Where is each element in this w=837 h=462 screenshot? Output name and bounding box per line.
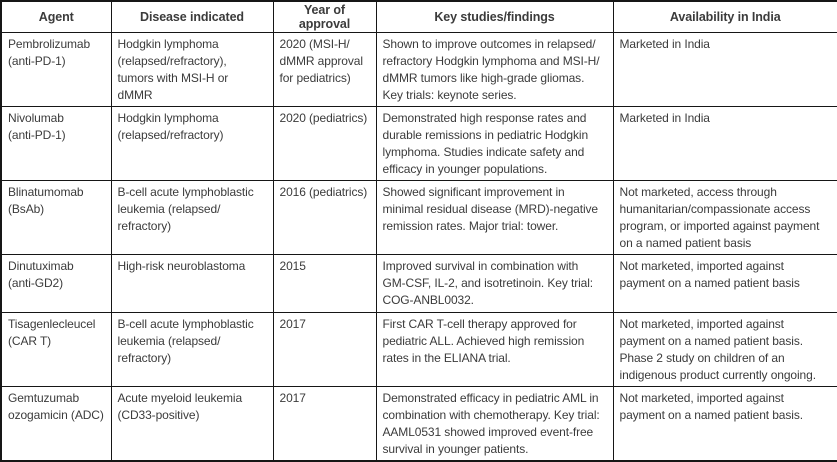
column-header-agent: Agent — [0, 0, 112, 33]
cell-disease: Acute myeloid leukemia (CD33-positive) — [110, 386, 274, 462]
cell-findings: First CAR T-cell therapy approved for pe… — [375, 312, 614, 387]
cell-availability: Marketed in India — [612, 106, 837, 181]
cell-findings: Demonstrated efficacy in pediatric AML i… — [375, 386, 614, 462]
cell-findings: Improved survival in combination with GM… — [375, 254, 614, 313]
cell-disease: B-cell acute lymphoblastic leukemia (rel… — [110, 180, 274, 255]
table-row: Gemtuzumab ozogamicin (ADC) Acute myeloi… — [0, 386, 837, 462]
cell-findings: Demonstrated high response rates and dur… — [375, 106, 614, 181]
cell-year: 2017 — [272, 312, 377, 387]
cell-agent: Dinutuximab (anti-GD2) — [0, 254, 112, 313]
cell-agent: Nivolumab (anti-PD-1) — [0, 106, 112, 181]
table-row: Tisagenlecleucel (CAR T) B-cell acute ly… — [0, 312, 837, 387]
cell-agent: Tisagenlecleucel (CAR T) — [0, 312, 112, 387]
cell-availability: Not marketed, imported against payment o… — [612, 254, 837, 313]
table-body: Pembrolizumab (anti-PD-1) Hodgkin lympho… — [0, 32, 837, 462]
cell-disease: High-risk neuroblastoma — [110, 254, 274, 313]
table-header: Agent Disease indicated Year of approval… — [0, 0, 837, 33]
table-row: Blinatumomab (BsAb) B-cell acute lymphob… — [0, 180, 837, 255]
cell-disease: Hodgkin lymphoma (relapsed/refractory), … — [110, 32, 274, 107]
column-header-findings: Key studies/findings — [375, 0, 614, 33]
cell-findings: Shown to improve outcomes in relapsed/ r… — [375, 32, 614, 107]
table-row: Pembrolizumab (anti-PD-1) Hodgkin lympho… — [0, 32, 837, 107]
table-row: Nivolumab (anti-PD-1) Hodgkin lymphoma (… — [0, 106, 837, 181]
cell-disease: B-cell acute lymphoblastic leukemia (rel… — [110, 312, 274, 387]
cell-year: 2020 (pediatrics) — [272, 106, 377, 181]
cell-agent: Pembrolizumab (anti-PD-1) — [0, 32, 112, 107]
cell-disease: Hodgkin lymphoma (relapsed/refractory) — [110, 106, 274, 181]
cell-agent: Blinatumomab (BsAb) — [0, 180, 112, 255]
column-header-year: Year of approval — [272, 0, 377, 33]
header-row: Agent Disease indicated Year of approval… — [0, 0, 837, 33]
cell-year: 2017 — [272, 386, 377, 462]
cell-availability: Not marketed, imported against payment o… — [612, 386, 837, 462]
cell-year: 2020 (MSI-H/ dMMR approval for pediatric… — [272, 32, 377, 107]
cell-availability: Not marketed, imported against payment o… — [612, 312, 837, 387]
column-header-disease: Disease indicated — [110, 0, 274, 33]
cell-year: 2016 (pediatrics) — [272, 180, 377, 255]
cell-year: 2015 — [272, 254, 377, 313]
cell-agent: Gemtuzumab ozogamicin (ADC) — [0, 386, 112, 462]
cell-findings: Showed significant improvement in minima… — [375, 180, 614, 255]
cell-availability: Not marketed, access through humanitaria… — [612, 180, 837, 255]
column-header-availability: Availability in India — [612, 0, 837, 33]
cell-availability: Marketed in India — [612, 32, 837, 107]
table-row: Dinutuximab (anti-GD2) High-risk neurobl… — [0, 254, 837, 313]
